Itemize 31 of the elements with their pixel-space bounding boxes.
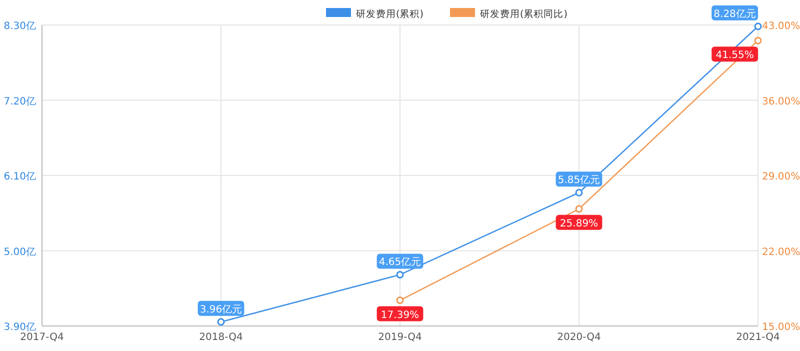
data-label: 17.39% bbox=[380, 310, 420, 321]
point bbox=[754, 22, 762, 30]
point bbox=[575, 205, 583, 213]
x-tick-label: 2019-Q4 bbox=[378, 332, 422, 343]
y2-tick-label: 36.00% bbox=[762, 96, 800, 108]
legend-label: 研发费用(累积) bbox=[356, 8, 424, 20]
y2-tick-label: 22.00% bbox=[762, 246, 800, 258]
point bbox=[217, 318, 225, 326]
data-label: 25.89% bbox=[560, 218, 598, 230]
y2-tick-label: 15.00% bbox=[762, 322, 800, 333]
y-tick-label: 5.00亿 bbox=[4, 246, 36, 258]
x-tick-label: 2018-Q4 bbox=[199, 332, 243, 343]
y-tick-label: 7.20亿 bbox=[4, 96, 36, 108]
data-label: 3.96亿元 bbox=[200, 304, 242, 316]
x-tick-label: 2021-Q4 bbox=[736, 332, 780, 343]
y2-tick-label: 29.00% bbox=[762, 172, 800, 182]
data-label: 41.55% bbox=[716, 50, 754, 62]
legend-label: 研发费用(累积同比) bbox=[480, 8, 568, 20]
y-tick-label: 8.30亿 bbox=[4, 21, 36, 32]
x-tick-label: 2020-Q4 bbox=[557, 332, 601, 343]
data-label: 4.65亿元 bbox=[378, 257, 422, 268]
x-tick-label: 2017-Q4 bbox=[20, 332, 64, 343]
y-tick-label: 3.90亿 bbox=[4, 322, 36, 333]
y2-tick-label: 43.00% bbox=[762, 21, 800, 32]
point bbox=[754, 36, 762, 44]
data-label: 8.28亿元 bbox=[714, 8, 756, 20]
data-label: 5.85亿元 bbox=[558, 175, 600, 186]
point bbox=[575, 188, 583, 196]
point bbox=[396, 270, 404, 278]
y-tick-label: 6.10亿 bbox=[4, 172, 36, 182]
point bbox=[396, 296, 404, 304]
